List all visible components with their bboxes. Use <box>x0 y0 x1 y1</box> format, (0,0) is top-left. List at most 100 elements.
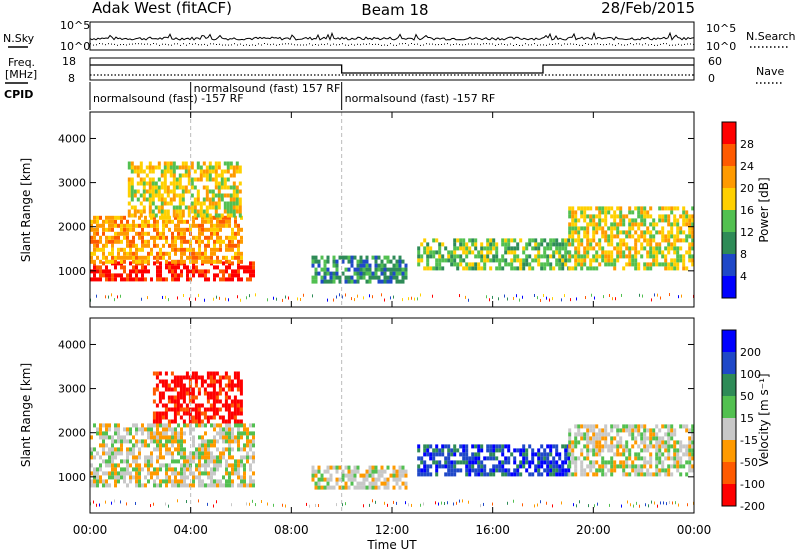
heatmap-cell <box>688 456 692 461</box>
heatmap-cell <box>540 254 544 259</box>
heatmap-cell <box>577 254 581 259</box>
heatmap-cell <box>607 468 611 473</box>
heatmap-cell <box>595 468 599 473</box>
heatmap-cell <box>679 460 683 465</box>
heatmap-cell <box>102 247 105 252</box>
heatmap-cell <box>664 472 668 477</box>
heatmap-cell <box>229 165 233 170</box>
heatmap-cell <box>643 230 647 235</box>
heatmap-cell <box>227 403 231 408</box>
heatmap-cell <box>561 464 565 469</box>
heatmap-cell <box>152 399 156 404</box>
heatmap-cell <box>214 185 218 190</box>
heatmap-cell <box>226 205 230 210</box>
heatmap-cell <box>193 213 197 218</box>
heatmap-cell <box>381 293 382 297</box>
heatmap-cell <box>456 262 460 267</box>
heatmap-cell <box>162 231 165 236</box>
heatmap-cell <box>649 452 653 457</box>
heatmap-cell <box>417 472 421 477</box>
heatmap-cell <box>444 501 445 505</box>
heatmap-cell <box>369 503 370 507</box>
heatmap-cell <box>610 440 614 445</box>
heatmap-cell <box>160 169 164 174</box>
heatmap-cell <box>226 193 230 198</box>
nave-label: Nave <box>756 65 784 78</box>
heatmap-cell <box>199 169 203 174</box>
heatmap-cell <box>501 468 505 473</box>
heatmap-cell <box>664 258 668 263</box>
heatmap-cell <box>395 271 399 276</box>
noise-search-dot <box>309 43 310 45</box>
heatmap-cell <box>196 193 200 198</box>
heatmap-cell <box>607 262 611 267</box>
heatmap-cell <box>574 214 578 219</box>
heatmap-cell <box>218 415 222 420</box>
heatmap-cell <box>583 230 587 235</box>
heatmap-cell <box>546 444 550 449</box>
heatmap-cell <box>344 465 348 470</box>
heatmap-cell <box>568 448 572 453</box>
heatmap-cell <box>183 431 186 436</box>
heatmap-cell <box>323 259 327 264</box>
heatmap-cell <box>168 243 171 248</box>
heatmap-cell <box>105 483 108 488</box>
heatmap-cell <box>610 206 614 211</box>
heatmap-cell <box>212 415 216 420</box>
heatmap-cell <box>201 255 204 260</box>
heatmap-cell <box>347 477 351 482</box>
heatmap-cell <box>634 254 638 259</box>
heatmap-cell <box>177 439 180 444</box>
heatmap-cell <box>383 263 387 268</box>
heatmap-cell <box>398 255 402 260</box>
heatmap-cell <box>126 463 129 468</box>
heatmap-cell <box>217 185 221 190</box>
colorbar-frame <box>721 329 737 507</box>
heatmap-cell <box>114 298 115 302</box>
heatmap-cell <box>670 230 674 235</box>
heatmap-cell <box>205 173 209 178</box>
heatmap-cell <box>598 432 602 437</box>
heatmap-cell <box>450 262 454 267</box>
heatmap-cell <box>144 231 147 236</box>
heatmap-cell <box>117 451 120 456</box>
heatmap-cell <box>561 258 565 263</box>
heatmap-cell <box>655 444 659 449</box>
heatmap-cell <box>132 443 135 448</box>
heatmap-cell <box>222 261 225 266</box>
heatmap-cell <box>93 500 94 504</box>
heatmap-cell <box>619 452 623 457</box>
heatmap-cell <box>438 262 442 267</box>
heatmap-cell <box>480 258 484 263</box>
heatmap-cell <box>628 452 632 457</box>
heatmap-cell <box>622 254 626 259</box>
heatmap-cell <box>205 213 209 218</box>
heatmap-cell <box>99 269 102 274</box>
colorbar-swatch <box>722 210 736 232</box>
heatmap-cell <box>395 473 399 478</box>
heatmap-cell <box>589 424 593 429</box>
heatmap-cell <box>133 193 137 198</box>
heatmap-cell <box>619 222 623 227</box>
heatmap-cell <box>365 263 369 268</box>
heatmap-cell <box>610 456 614 461</box>
heatmap-cell <box>218 399 222 404</box>
heatmap-cell <box>141 255 144 260</box>
heatmap-cell <box>225 463 228 468</box>
heatmap-cell <box>120 219 123 224</box>
heatmap-cell <box>634 218 638 223</box>
heatmap-cell <box>165 439 168 444</box>
heatmap-cell <box>417 444 421 449</box>
heatmap-cell <box>534 238 538 243</box>
heatmap-cell <box>142 177 146 182</box>
heatmap-cell <box>574 468 578 473</box>
heatmap-cell <box>173 395 177 400</box>
heatmap-cell <box>667 206 671 211</box>
heatmap-cell <box>90 255 93 260</box>
heatmap-cell <box>206 415 210 420</box>
heatmap-cell <box>182 387 186 392</box>
heatmap-cell <box>610 428 614 433</box>
heatmap-cell <box>597 502 598 506</box>
heatmap-cell <box>240 423 243 428</box>
